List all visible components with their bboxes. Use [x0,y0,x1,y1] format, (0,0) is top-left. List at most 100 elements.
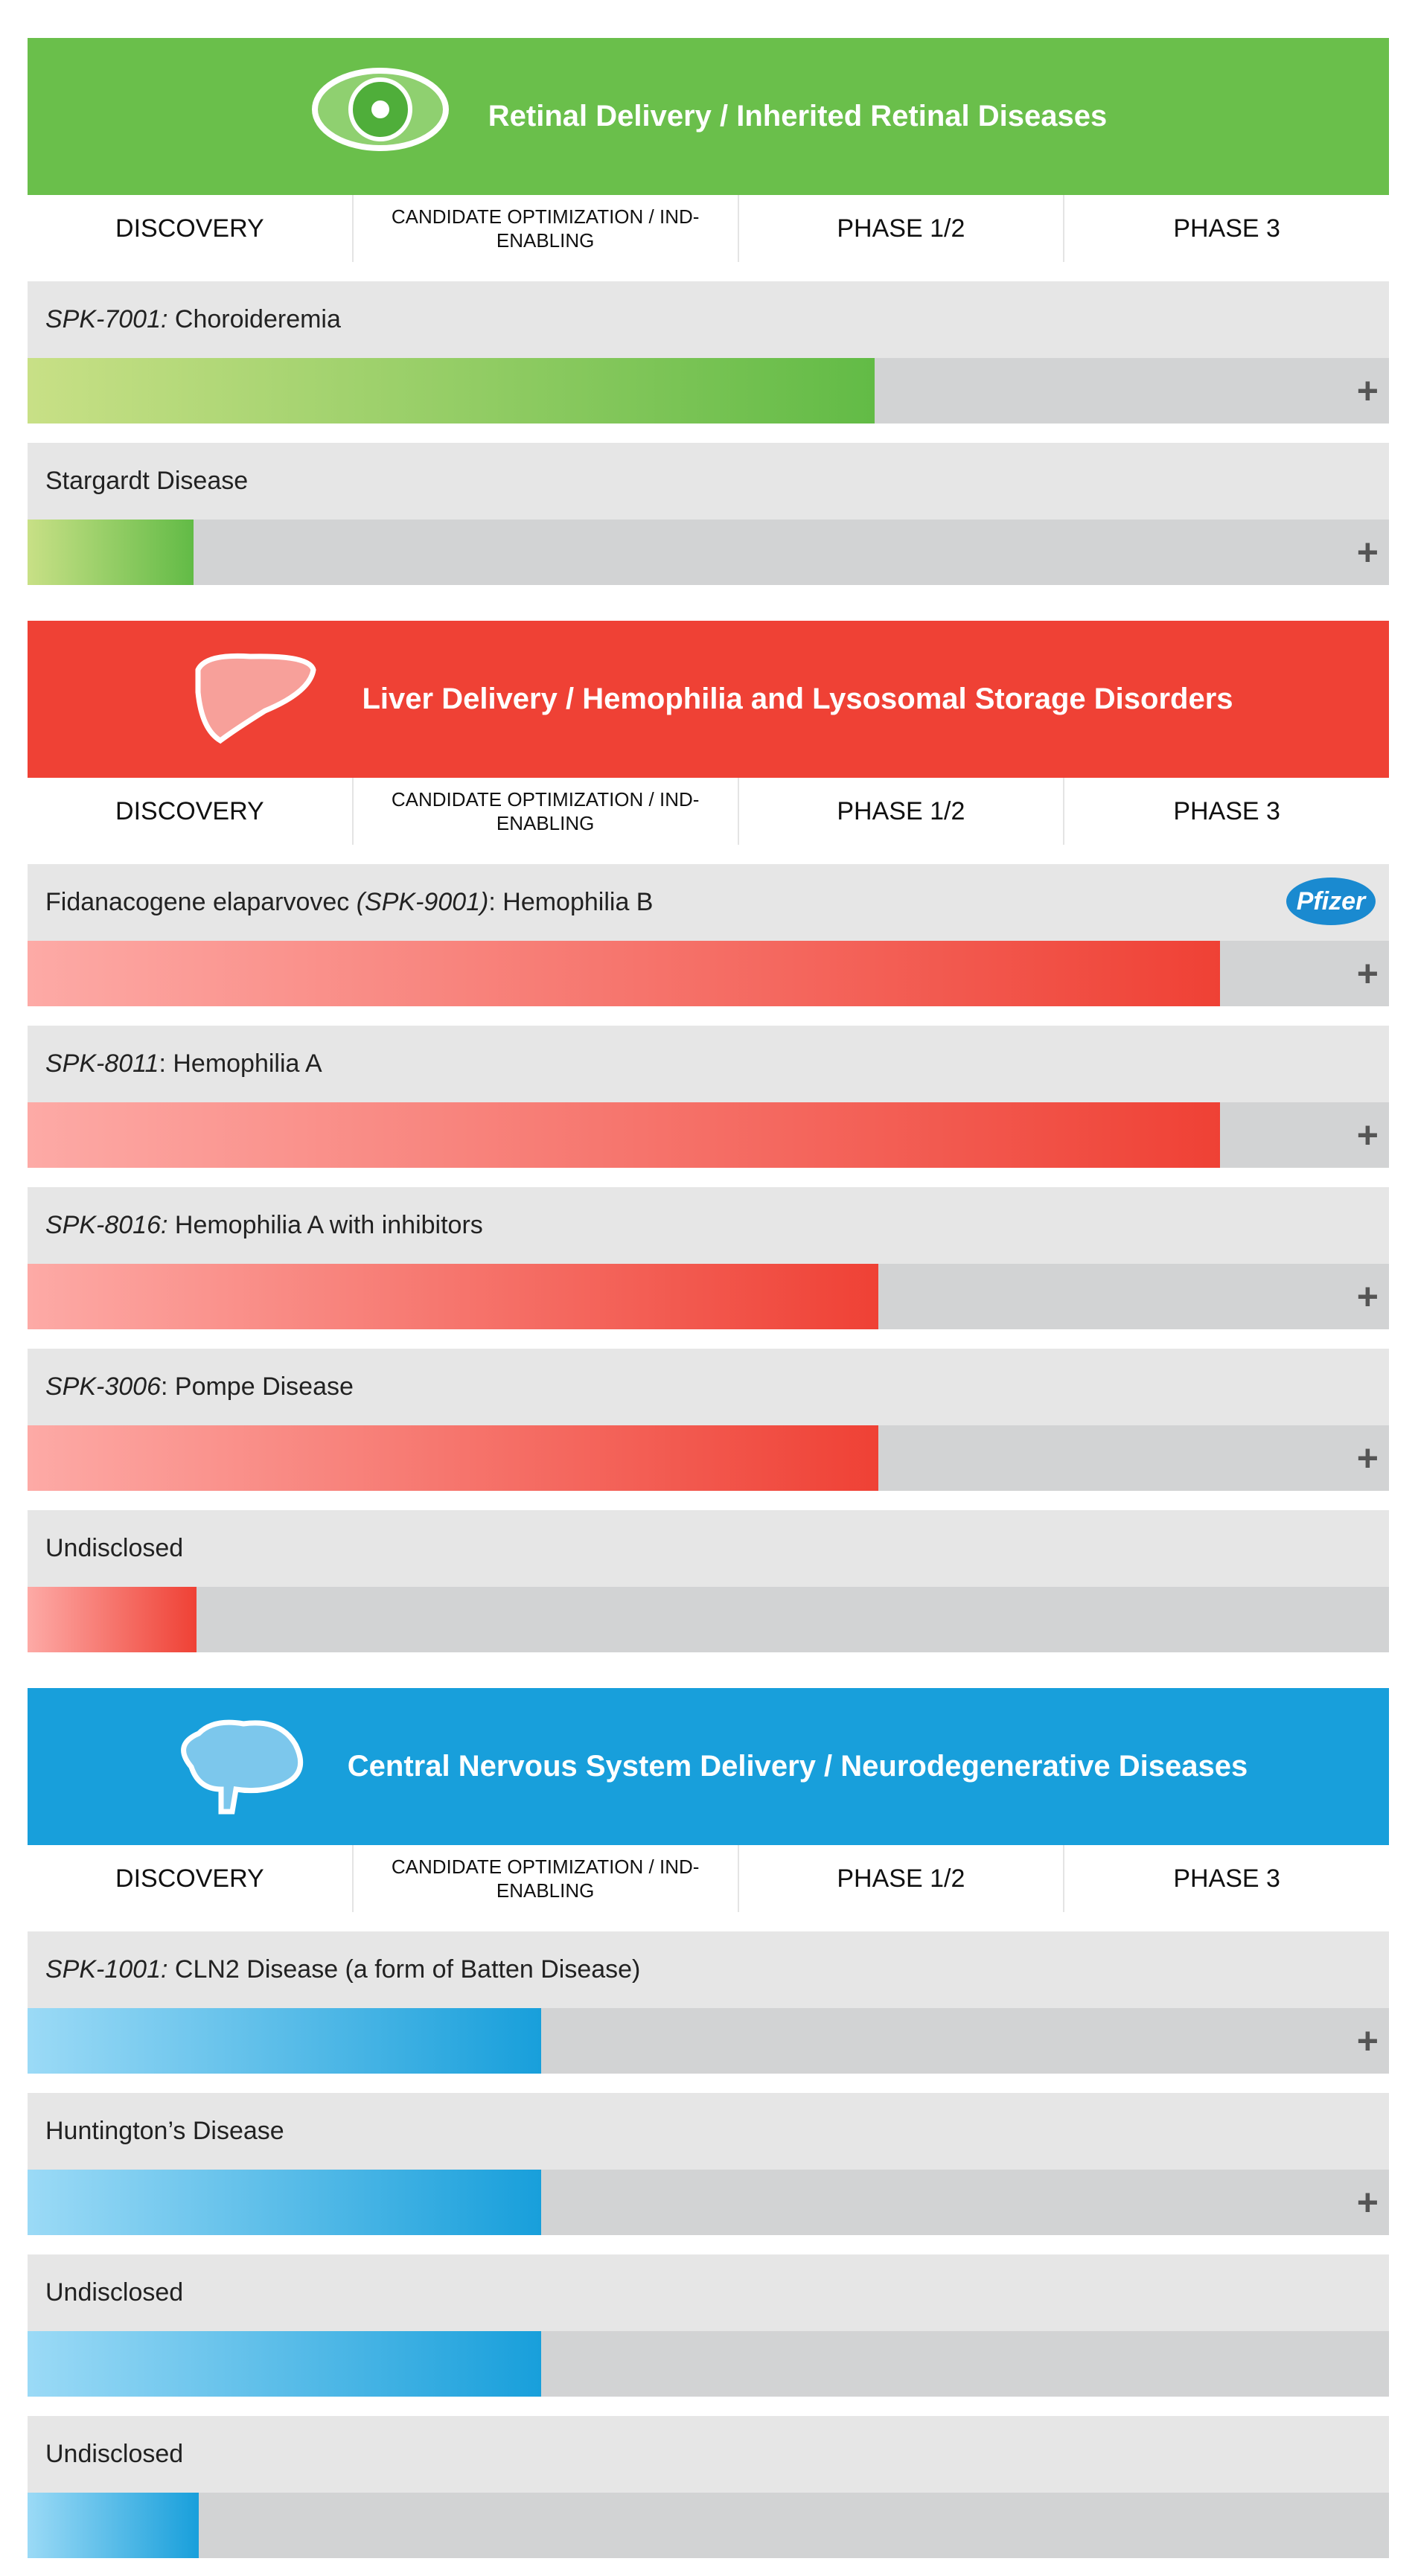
expand-button[interactable]: + [1356,531,1379,573]
item-label: Undisclosed [28,1510,1389,1587]
phase-label: PHASE 3 [1063,195,1389,262]
phase-label: CANDIDATE OPTIMIZATION / IND-ENABLING [351,778,738,845]
label-part: SPK-8016: [45,1211,168,1239]
progress-fill [28,2170,541,2235]
label-part: : Hemophilia A [159,1049,322,1078]
item-label: Undisclosed [28,2416,1389,2493]
expand-button[interactable]: + [1356,370,1379,412]
pipeline-item: Undisclosed [28,1510,1389,1652]
section-title: Liver Delivery / Hemophilia and Lysosoma… [362,683,1233,715]
label-part: Choroideremia [167,305,341,333]
progress-fill [28,1102,1221,1168]
label-part: Undisclosed [45,2278,184,2307]
label-part: SPK-7001: [45,305,168,333]
progress-track: + [28,2008,1389,2074]
item-label: SPK-7001: Choroideremia [28,281,1389,358]
label-part: SPK-1001: [45,1955,168,1984]
expand-button[interactable]: + [1356,1276,1379,1317]
label-part: SPK-8011 [45,1049,159,1078]
progress-fill [28,1264,879,1329]
pipeline-item: Huntington’s Disease + [28,2093,1389,2235]
label-part: Stargardt Disease [45,467,249,495]
progress-track: + [28,520,1389,585]
expand-button[interactable]: + [1356,953,1379,994]
expand-button[interactable]: + [1356,1437,1379,1479]
item-label: SPK-8011: Hemophilia A [28,1026,1389,1102]
pipeline-item: Fidanacogene elaparvovec (SPK-9001): Hem… [28,864,1389,1006]
item-label: SPK-8016: Hemophilia A with inhibitors [28,1187,1389,1264]
expand-button[interactable]: + [1356,2182,1379,2223]
progress-fill [28,358,875,424]
label-part: (SPK-9001) [356,888,489,916]
progress-track: + [28,2170,1389,2235]
phase-label: CANDIDATE OPTIMIZATION / IND-ENABLING [351,195,738,262]
label-part: CLN2 Disease (a form of Batten Disease) [167,1955,641,1984]
progress-track: + [28,941,1389,1006]
phase-label: PHASE 1/2 [737,1845,1064,1912]
pipeline-item: SPK-7001: Choroideremia + [28,281,1389,424]
pipeline-item: Undisclosed [28,2254,1389,2397]
section-title: Retinal Delivery / Inherited Retinal Dis… [488,100,1108,132]
section-header: Liver Delivery / Hemophilia and Lysosoma… [28,621,1389,778]
pipeline-item: SPK-8011: Hemophilia A + [28,1026,1389,1168]
progress-fill [28,941,1221,1006]
phase-label: PHASE 1/2 [737,778,1064,845]
section-icon [180,1719,303,1814]
item-label: Fidanacogene elaparvovec (SPK-9001): Hem… [28,864,1389,941]
item-label: SPK-1001: CLN2 Disease (a form of Batten… [28,1931,1389,2008]
section-header: Retinal Delivery / Inherited Retinal Dis… [28,38,1389,195]
pipeline-section: Liver Delivery / Hemophilia and Lysosoma… [28,621,1389,1652]
phase-label: DISCOVERY [115,1864,264,1893]
item-label: Stargardt Disease [28,443,1389,520]
progress-track [28,2331,1389,2397]
phase-label: DISCOVERY [115,214,264,243]
progress-fill [28,1587,197,1652]
phase-row: DISCOVERY CANDIDATE OPTIMIZATION / IND-EN… [28,1845,1389,1912]
phase-label: PHASE 1/2 [737,195,1064,262]
section-title: Central Nervous System Delivery / Neurod… [347,1750,1248,1783]
progress-fill [28,2331,541,2397]
pipeline-item: Undisclosed [28,2416,1389,2558]
progress-track: + [28,1264,1389,1329]
label-part: Undisclosed [45,1534,184,1562]
label-part: : Pompe Disease [161,1372,354,1401]
phase-label: DISCOVERY [115,796,264,825]
progress-track [28,2493,1389,2558]
item-label: Undisclosed [28,2254,1389,2331]
progress-track [28,1587,1389,1652]
phase-row: DISCOVERY CANDIDATE OPTIMIZATION / IND-EN… [28,778,1389,845]
progress-fill [28,520,194,585]
section-icon [311,67,449,151]
phase-label: PHASE 3 [1063,778,1389,845]
label-part: Undisclosed [45,2440,184,2468]
item-label: Huntington’s Disease [28,2093,1389,2170]
pipeline-item: SPK-1001: CLN2 Disease (a form of Batten… [28,1931,1389,2074]
pipeline-section: Retinal Delivery / Inherited Retinal Dis… [28,38,1389,585]
pipeline-item: SPK-8016: Hemophilia A with inhibitors + [28,1187,1389,1329]
pipeline-item: Stargardt Disease + [28,443,1389,585]
label-part: Hemophilia A with inhibitors [167,1211,483,1239]
pipeline-section: Central Nervous System Delivery / Neurod… [28,1688,1389,2558]
phase-row: DISCOVERY CANDIDATE OPTIMIZATION / IND-EN… [28,195,1389,262]
progress-track: + [28,1102,1389,1168]
label-part: SPK-3006 [45,1372,161,1401]
expand-button[interactable]: + [1356,2020,1379,2062]
phase-label: CANDIDATE OPTIMIZATION / IND-ENABLING [351,1845,738,1912]
progress-fill [28,2493,199,2558]
label-part: Huntington’s Disease [45,2117,284,2145]
section-header: Central Nervous System Delivery / Neurod… [28,1688,1389,1845]
progress-fill [28,1425,879,1491]
section-icon [195,653,317,744]
item-label: SPK-3006: Pompe Disease [28,1349,1389,1425]
partner-logo: Pfizer [1286,878,1376,925]
progress-track: + [28,358,1389,424]
progress-track: + [28,1425,1389,1491]
progress-fill [28,2008,541,2074]
label-part: : Hemophilia B [488,888,654,916]
phase-label: PHASE 3 [1063,1845,1389,1912]
pipeline-item: SPK-3006: Pompe Disease + [28,1349,1389,1491]
label-part: Fidanacogene elaparvovec [45,888,357,916]
expand-button[interactable]: + [1356,1114,1379,1156]
